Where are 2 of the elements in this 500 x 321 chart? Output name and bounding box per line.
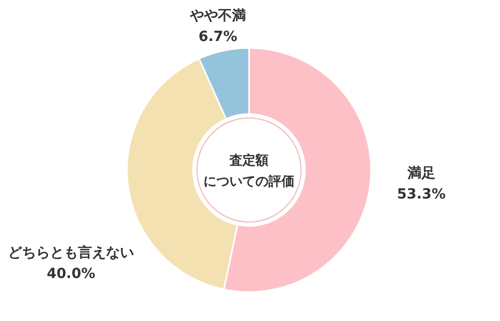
annotation: についての評価 [204,174,294,190]
annotation: 査定額 [230,154,268,168]
